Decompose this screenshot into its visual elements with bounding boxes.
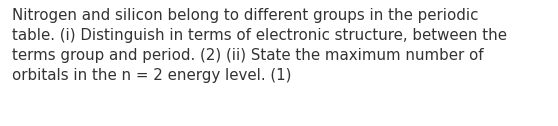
Text: Nitrogen and silicon belong to different groups in the periodic
table. (i) Disti: Nitrogen and silicon belong to different… <box>12 8 507 83</box>
